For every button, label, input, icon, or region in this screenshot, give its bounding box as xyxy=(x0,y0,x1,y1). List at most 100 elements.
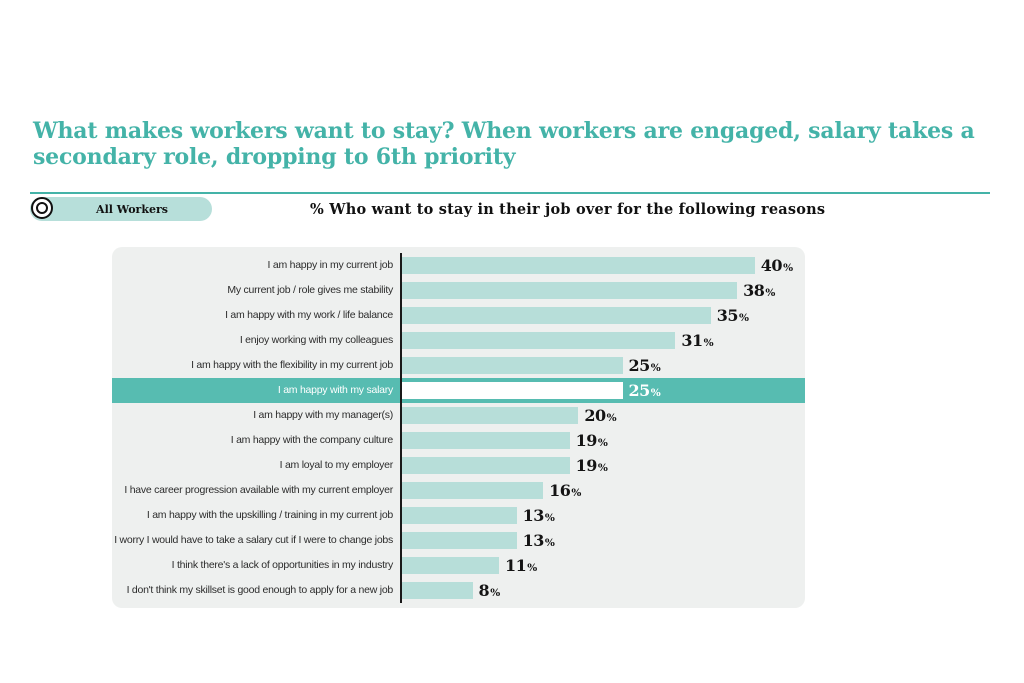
bar-label: I am happy with the company culture xyxy=(230,433,394,446)
bar-value-percent-sign: % xyxy=(650,361,661,374)
chart-row: I am happy with my manager(s) 20% xyxy=(112,403,805,428)
bar xyxy=(402,482,544,499)
chart-row: I don't think my skillset is good enough… xyxy=(112,578,805,603)
bar-value-number: 40 xyxy=(760,255,783,275)
bar-value-number: 25 xyxy=(628,355,651,375)
bar-value-number: 35 xyxy=(716,305,739,325)
chart-row: I am happy in my current job 40% xyxy=(112,253,805,278)
bar-track: 8% xyxy=(400,578,805,603)
all-workers-filter-badge[interactable]: All Workers xyxy=(30,197,212,221)
chart-panel: I am happy in my current job 40% My curren… xyxy=(112,247,805,608)
bar-label: I enjoy working with my colleagues xyxy=(239,333,393,346)
bar-value-percent-sign: % xyxy=(571,486,581,499)
bar xyxy=(402,582,473,599)
bar-value-percent-sign: % xyxy=(544,511,555,524)
bar-value: 13% xyxy=(522,505,555,525)
bar-value-percent-sign: % xyxy=(703,336,714,349)
bar-value-percent-sign: % xyxy=(650,386,661,399)
bar-track: 16% xyxy=(400,478,805,503)
bar-value-number: 25 xyxy=(628,380,651,400)
bar-label: I am happy in my current job xyxy=(267,258,394,271)
bar-value-number: 20 xyxy=(584,405,606,425)
bar-value-number: 13 xyxy=(522,505,545,525)
bar xyxy=(402,507,517,524)
bar-label: I am happy with my work / life balance xyxy=(225,308,393,321)
bar-label: I am happy with the flexibility in my cu… xyxy=(191,358,393,371)
bar xyxy=(402,382,623,399)
bar-track: 13% xyxy=(400,503,805,528)
bar-value-number: 19 xyxy=(575,430,598,450)
bar-value-percent-sign: % xyxy=(544,536,555,549)
bar-value-number: 11 xyxy=(505,555,527,575)
chart-row: I think there's a lack of opportunities … xyxy=(112,553,805,578)
bar-track: 19% xyxy=(400,428,805,453)
chart-row: I am happy with the upskilling / trainin… xyxy=(112,503,805,528)
bar-label: My current job / role gives me stability xyxy=(227,283,393,296)
bar xyxy=(402,357,623,374)
bar-label: I don't think my skillset is good enough… xyxy=(126,583,394,596)
bar-label: I am loyal to my employer xyxy=(279,458,394,471)
chart-row: I worry I would have to take a salary cu… xyxy=(112,528,805,553)
bar-value-percent-sign: % xyxy=(765,286,775,299)
bar-value: 40% xyxy=(760,255,793,275)
chart-row: I enjoy working with my colleagues 31% xyxy=(112,328,805,353)
target-circles-icon-inner xyxy=(36,202,48,214)
bar xyxy=(402,407,579,424)
chart-row: My current job / role gives me stability… xyxy=(112,278,805,303)
bar-label: I worry I would have to take a salary cu… xyxy=(114,533,393,546)
bar-value-number: 8 xyxy=(478,580,490,600)
bar xyxy=(402,532,517,549)
chart-row: I am happy with the flexibility in my cu… xyxy=(112,353,805,378)
bar xyxy=(402,457,570,474)
bar-value: 8% xyxy=(478,580,501,600)
header-divider-line xyxy=(30,192,990,194)
bar xyxy=(402,432,570,449)
bar-value: 25% xyxy=(628,355,661,375)
bar-value-percent-sign: % xyxy=(738,311,749,324)
bar-track: 25% xyxy=(400,378,805,403)
badge-label: All Workers xyxy=(96,202,168,216)
bar-value-percent-sign: % xyxy=(606,411,617,424)
bar-value-number: 13 xyxy=(522,530,545,550)
chart-rows: I am happy in my current job 40% My curren… xyxy=(112,253,805,603)
bar-value-percent-sign: % xyxy=(527,561,537,574)
bar xyxy=(402,332,676,349)
bar-label: I think there's a lack of opportunities … xyxy=(171,558,394,571)
bar-track: 25% xyxy=(400,353,805,378)
bar-track: 11% xyxy=(400,553,805,578)
bar-value-percent-sign: % xyxy=(783,261,793,274)
bar-label: I have career progression available with… xyxy=(124,483,393,496)
bar-value: 20% xyxy=(584,405,617,425)
bar-value: 19% xyxy=(575,455,608,475)
bar-value-percent-sign: % xyxy=(597,436,608,449)
chart-row: I am happy with my work / life balance 35… xyxy=(112,303,805,328)
target-circles-icon xyxy=(31,197,53,219)
bar-track: 40% xyxy=(400,253,805,278)
bar xyxy=(402,557,500,574)
bar-value: 19% xyxy=(575,430,608,450)
bar-value: 16% xyxy=(549,480,581,500)
chart-subtitle: % Who want to stay in their job over for… xyxy=(310,201,826,218)
chart-row: I am happy with the company culture 19% xyxy=(112,428,805,453)
bar-label: I am happy with my manager(s) xyxy=(253,408,393,421)
bar-track: 35% xyxy=(400,303,805,328)
bar xyxy=(402,307,711,324)
bar xyxy=(402,282,738,299)
bar-value: 38% xyxy=(743,280,775,300)
bar-value-number: 16 xyxy=(549,480,571,500)
bar xyxy=(402,257,755,274)
bar-value: 13% xyxy=(522,530,555,550)
chart-row: I have career progression available with… xyxy=(112,478,805,503)
bar-label: I am happy with my salary xyxy=(277,383,393,396)
bar-track: 20% xyxy=(400,403,805,428)
page-title: What makes workers want to stay? When wo… xyxy=(33,118,975,170)
bar-value-number: 31 xyxy=(681,330,703,350)
bar-value-number: 38 xyxy=(743,280,765,300)
bar-value: 11% xyxy=(505,555,537,575)
bar-value-percent-sign: % xyxy=(597,461,608,474)
bar-track: 13% xyxy=(400,528,805,553)
bar-value: 31% xyxy=(681,330,714,350)
bar-value-number: 19 xyxy=(575,455,598,475)
chart-row-highlighted: I am happy with my salary 25% xyxy=(112,378,805,403)
bar-track: 31% xyxy=(400,328,805,353)
